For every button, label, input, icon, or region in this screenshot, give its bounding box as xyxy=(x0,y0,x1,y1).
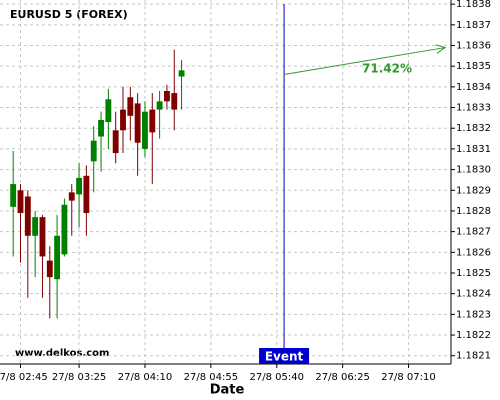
candle-body xyxy=(164,91,170,102)
candle-body xyxy=(171,93,178,110)
candle-body xyxy=(46,260,53,278)
arrow-head xyxy=(435,44,447,54)
candle-body xyxy=(61,204,68,255)
candle-body xyxy=(83,175,90,214)
x-tick-label: 27/8 07:10 xyxy=(381,372,435,383)
x-axis-label: Date xyxy=(210,383,245,398)
candle-body xyxy=(10,184,17,207)
candle-body xyxy=(17,190,24,214)
event-label: Event xyxy=(265,350,304,364)
candle-body xyxy=(105,99,112,123)
event-label-bg xyxy=(259,348,310,364)
y-tick-label: 1.1835 xyxy=(456,61,491,72)
candle-body xyxy=(54,235,61,280)
candle-body xyxy=(68,192,75,201)
x-tick-label: 27/8 02:45 xyxy=(0,372,48,383)
candle-body xyxy=(112,130,119,154)
chart-title: EURUSD 5 (FOREX) xyxy=(10,8,128,21)
candle-body xyxy=(98,119,104,137)
candle-body xyxy=(142,111,148,149)
x-tick-label: 27/8 05:40 xyxy=(250,372,304,383)
candle-body xyxy=(156,101,163,110)
candle-body xyxy=(134,103,141,143)
y-tick-label: 1.1826 xyxy=(456,247,491,258)
y-tick-label: 1.1825 xyxy=(456,268,491,279)
y-tick-label: 1.1823 xyxy=(456,309,491,320)
candle-body xyxy=(90,140,97,162)
y-tick-label: 1.1833 xyxy=(456,103,491,114)
y-tick-label: 1.1829 xyxy=(456,185,491,196)
candle-body xyxy=(178,70,185,77)
y-tick-label: 1.1830 xyxy=(456,165,491,176)
y-tick-label: 1.1832 xyxy=(456,123,491,134)
candle-body xyxy=(120,109,126,131)
candle-body xyxy=(149,109,156,133)
candle-body xyxy=(32,217,39,236)
y-tick-label: 1.1821 xyxy=(456,351,491,362)
y-tick-label: 1.1828 xyxy=(456,206,491,217)
y-tick-label: 1.1834 xyxy=(456,82,491,93)
candle-body xyxy=(76,177,82,195)
y-tick-label: 1.1831 xyxy=(456,144,491,155)
x-tick-label: 27/8 04:55 xyxy=(184,372,238,383)
y-tick-label: 1.1836 xyxy=(456,41,491,52)
y-tick-label: 1.1837 xyxy=(456,20,491,31)
x-tick-label: 27/8 04:10 xyxy=(118,372,172,383)
candle-body xyxy=(24,196,31,236)
x-tick-label: 27/8 03:25 xyxy=(52,372,106,383)
candle-body xyxy=(39,217,46,257)
y-tick-label: 1.1838 xyxy=(456,0,491,10)
x-tick-label: 27/8 06:25 xyxy=(315,372,369,383)
forecast-label: 71.42% xyxy=(362,62,412,76)
watermark: www.delkos.com xyxy=(15,348,109,359)
y-tick-label: 1.1822 xyxy=(456,330,491,341)
y-tick-label: 1.1827 xyxy=(456,227,491,238)
y-tick-label: 1.1824 xyxy=(456,289,491,300)
candle-body xyxy=(127,97,134,116)
forecast-arrow xyxy=(283,47,446,75)
